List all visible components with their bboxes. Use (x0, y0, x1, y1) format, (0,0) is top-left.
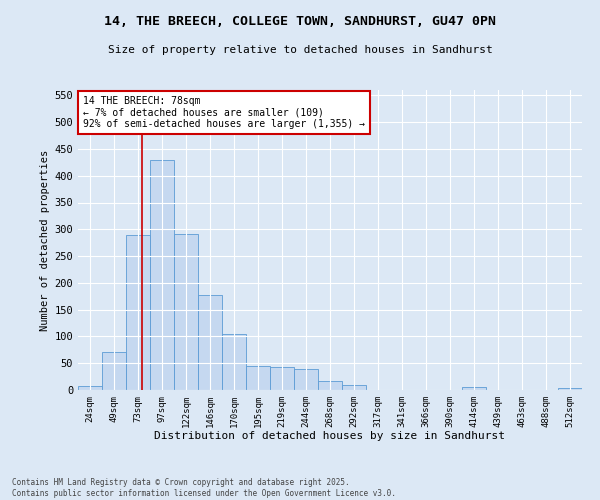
Bar (126, 235, 150, 390)
Text: Contains HM Land Registry data © Crown copyright and database right 2025.
Contai: Contains HM Land Registry data © Crown c… (12, 478, 396, 498)
Bar (174, 234, 198, 390)
Bar (462, 388, 486, 390)
Bar (198, 294, 222, 390)
Bar (102, 352, 126, 390)
Bar (270, 367, 294, 390)
Y-axis label: Number of detached properties: Number of detached properties (40, 150, 50, 330)
Bar (294, 369, 318, 390)
Bar (558, 388, 582, 390)
Bar (342, 385, 366, 390)
Text: 14 THE BREECH: 78sqm
← 7% of detached houses are smaller (109)
92% of semi-detac: 14 THE BREECH: 78sqm ← 7% of detached ho… (83, 96, 365, 129)
Bar (78, 386, 102, 390)
Bar (318, 382, 342, 390)
Bar (246, 366, 270, 390)
Bar (150, 160, 174, 390)
Text: Size of property relative to detached houses in Sandhurst: Size of property relative to detached ho… (107, 45, 493, 55)
X-axis label: Distribution of detached houses by size in Sandhurst: Distribution of detached houses by size … (155, 432, 505, 442)
Text: 14, THE BREECH, COLLEGE TOWN, SANDHURST, GU47 0PN: 14, THE BREECH, COLLEGE TOWN, SANDHURST,… (104, 15, 496, 28)
Bar (222, 334, 246, 390)
